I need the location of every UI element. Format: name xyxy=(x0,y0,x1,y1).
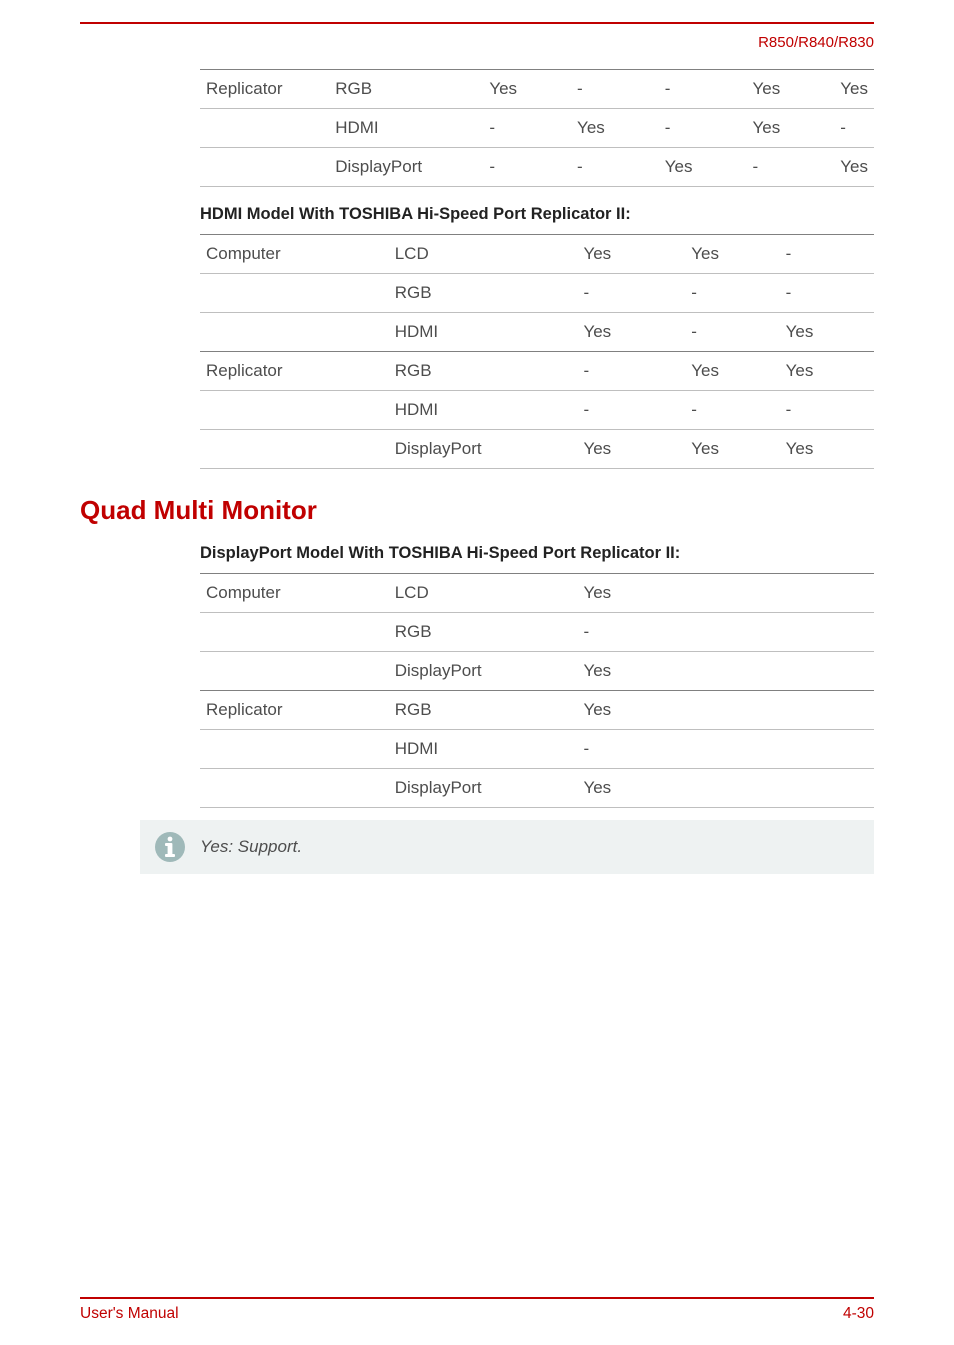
cell: - xyxy=(780,391,874,430)
hdmi-model-table: Computer LCD Yes Yes - RGB - - - HDMI Ye… xyxy=(200,234,874,469)
cell: Yes xyxy=(577,574,874,613)
cell: Replicator xyxy=(200,691,389,730)
cell: - xyxy=(685,391,779,430)
cell: - xyxy=(577,613,874,652)
cell: DisplayPort xyxy=(389,652,578,691)
cell: Yes xyxy=(780,430,874,469)
cell: HDMI xyxy=(389,730,578,769)
cell: Yes xyxy=(577,652,874,691)
cell: - xyxy=(577,730,874,769)
cell: - xyxy=(747,148,835,187)
cell: Yes xyxy=(577,769,874,808)
cell: - xyxy=(577,391,685,430)
cell: LCD xyxy=(389,574,578,613)
cell: Yes xyxy=(747,109,835,148)
cell: Yes xyxy=(834,70,874,109)
note-text: Yes: Support. xyxy=(200,837,302,857)
cell: RGB xyxy=(389,352,578,391)
quad-multi-monitor-heading: Quad Multi Monitor xyxy=(80,495,874,526)
cell: Replicator xyxy=(200,352,389,391)
header-rule xyxy=(80,22,874,24)
cell: Yes xyxy=(659,148,747,187)
cell: - xyxy=(483,109,571,148)
info-icon xyxy=(140,830,200,864)
cell: - xyxy=(571,70,659,109)
cell: Yes xyxy=(483,70,571,109)
cell: DisplayPort xyxy=(329,148,483,187)
cell: - xyxy=(834,109,874,148)
footer-right: 4-30 xyxy=(843,1305,874,1323)
cell: Yes xyxy=(577,430,685,469)
cell: LCD xyxy=(389,235,578,274)
header-model: R850/R840/R830 xyxy=(80,26,874,51)
cell: Yes xyxy=(685,235,779,274)
cell: HDMI xyxy=(389,313,578,352)
cell: RGB xyxy=(389,691,578,730)
cell: HDMI xyxy=(329,109,483,148)
table2-title: HDMI Model With TOSHIBA Hi-Speed Port Re… xyxy=(200,205,874,224)
note-box: Yes: Support. xyxy=(140,820,874,874)
cell: - xyxy=(659,70,747,109)
cell: RGB xyxy=(329,70,483,109)
cell: Yes xyxy=(834,148,874,187)
cell: - xyxy=(780,235,874,274)
cell: - xyxy=(659,109,747,148)
cell: Yes xyxy=(577,691,874,730)
cell: RGB xyxy=(389,274,578,313)
cell: Yes xyxy=(747,70,835,109)
cell: Yes xyxy=(571,109,659,148)
replicator-table-1: Replicator RGB Yes - - Yes Yes HDMI - Ye… xyxy=(200,69,874,187)
cell: - xyxy=(685,274,779,313)
cell: Yes xyxy=(780,313,874,352)
cell: Replicator xyxy=(200,70,329,109)
cell: - xyxy=(577,274,685,313)
cell: DisplayPort xyxy=(389,430,578,469)
cell: Yes xyxy=(577,235,685,274)
footer-left: User's Manual xyxy=(80,1305,179,1323)
displayport-model-table: Computer LCD Yes RGB - DisplayPort Yes R… xyxy=(200,573,874,808)
cell: - xyxy=(483,148,571,187)
cell: HDMI xyxy=(389,391,578,430)
cell: Computer xyxy=(200,235,389,274)
cell: - xyxy=(577,352,685,391)
cell: Yes xyxy=(577,313,685,352)
footer: User's Manual 4-30 xyxy=(80,1297,874,1323)
table3-title: DisplayPort Model With TOSHIBA Hi-Speed … xyxy=(200,544,874,563)
cell: Yes xyxy=(685,430,779,469)
cell: RGB xyxy=(389,613,578,652)
cell: - xyxy=(685,313,779,352)
cell: - xyxy=(780,274,874,313)
cell: Computer xyxy=(200,574,389,613)
cell: DisplayPort xyxy=(389,769,578,808)
cell: Yes xyxy=(685,352,779,391)
cell: Yes xyxy=(780,352,874,391)
cell: - xyxy=(571,148,659,187)
